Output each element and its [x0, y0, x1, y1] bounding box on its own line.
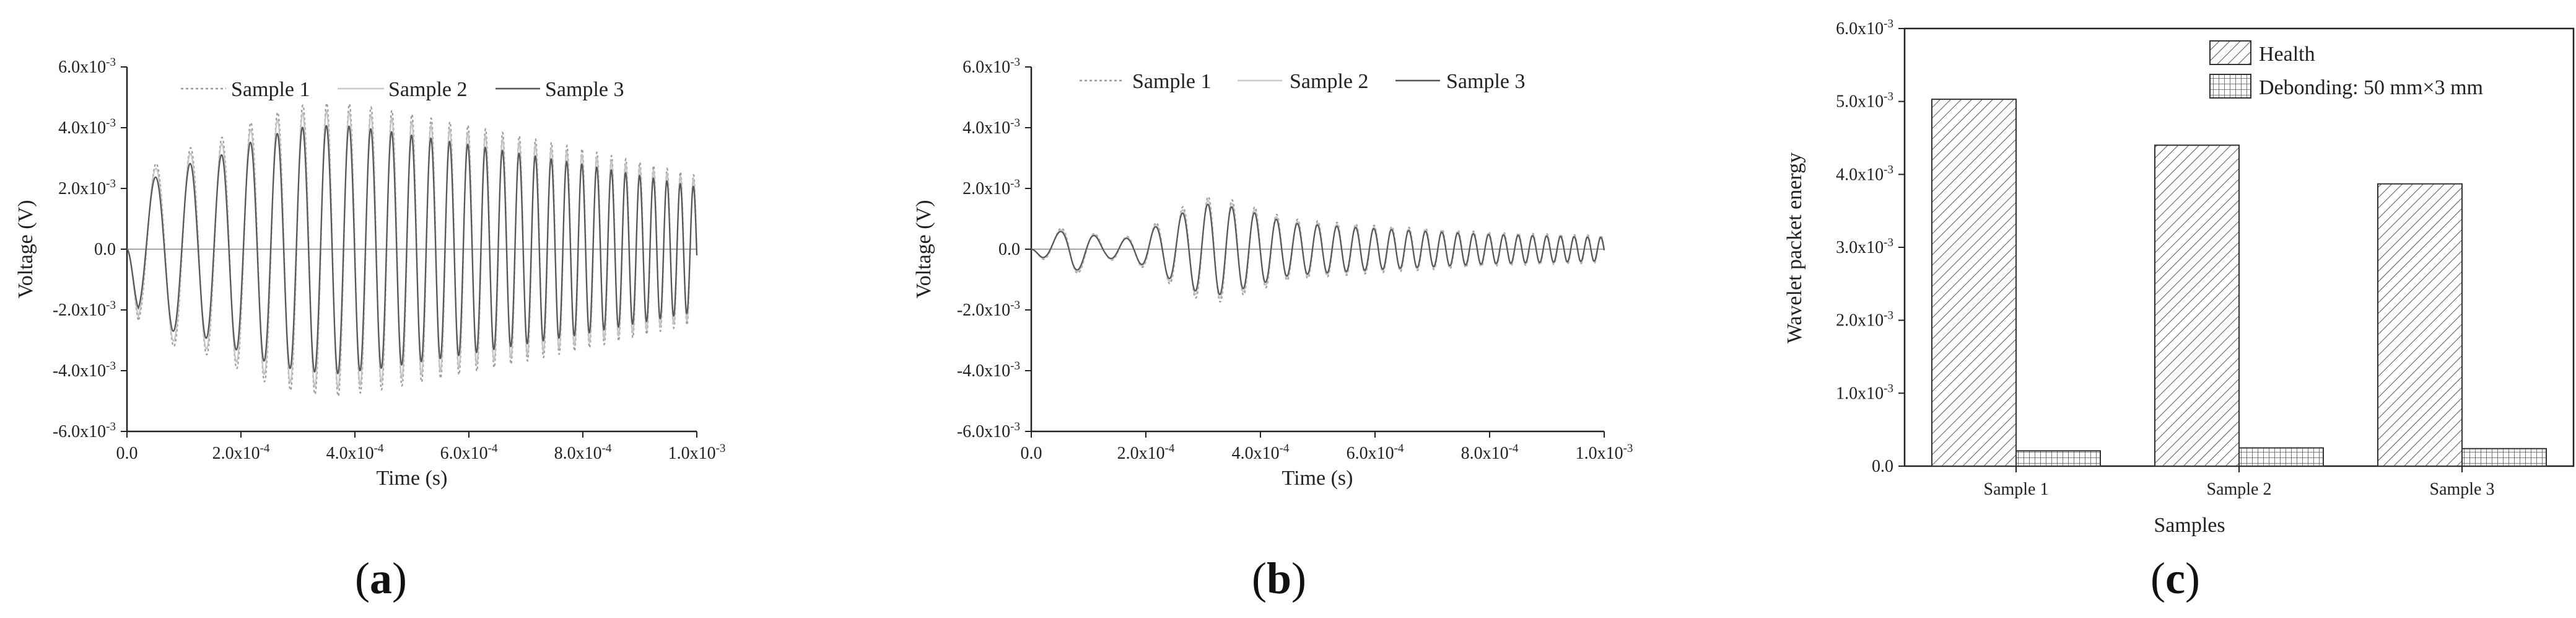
bar-health-sample-3 — [2377, 183, 2463, 467]
chart-a-x-tick-label: 0.0 — [116, 444, 138, 463]
bar-health-sample-1 — [1931, 99, 2017, 467]
chart-b-series-sample-3 — [1031, 203, 1605, 296]
legend-label-sample-3: Sample 3 — [545, 78, 624, 101]
chart-a-series — [126, 102, 698, 397]
chart-a-series-sample-3 — [126, 125, 698, 375]
chart-a-series-sample-1 — [126, 102, 698, 397]
chart-b-y-tick-label: -6.0x10-3 — [957, 420, 1020, 441]
legend-label-sample-2: Sample 2 — [1290, 70, 1368, 93]
chart-b-y-tick-label: 4.0x10-3 — [963, 117, 1020, 138]
panel-letter-b: b — [1267, 554, 1291, 603]
chart-b-y-tick-label: -2.0x10-3 — [957, 299, 1020, 320]
bar-health-sample-2 — [2154, 144, 2240, 467]
bar-debonding-sample-1 — [2015, 450, 2101, 467]
bar-debonding-sample-2 — [2238, 447, 2324, 467]
chart-c-x-tick-label: Sample 1 — [1984, 480, 2049, 499]
chart-b-x-tick-label: 2.0x10-4 — [1117, 442, 1175, 463]
panel-label-b: (b) — [1252, 554, 1306, 603]
chart-b-y-label: Voltage (V) — [912, 200, 935, 299]
chart-c-y-tick-label: 2.0x10-3 — [1836, 309, 1893, 330]
panel-label-a: (a) — [355, 554, 407, 603]
chart-a-x-tick-label: 6.0x10-4 — [440, 442, 498, 463]
chart-b-x-tick-label: 0.0 — [1021, 444, 1042, 463]
bar-debonding-sample-3 — [2461, 448, 2547, 467]
chart-a-y-label: Voltage (V) — [14, 200, 37, 299]
chart-c-x-tick-label: Sample 2 — [2207, 480, 2272, 499]
chart-c-x-label: Samples — [2154, 514, 2225, 537]
panel-letter-a: a — [370, 554, 392, 603]
chart-a-x-tick-label: 1.0x10-3 — [668, 442, 726, 463]
chart-b-y-ticks: 6.0x10-3 4.0x10-3 2.0x10-3 0.0 -2.0x10-3 -4.0… — [957, 56, 1031, 441]
chart-b-x-ticks: 0.0 2.0x10-4 4.0x10-4 6.0x10-4 8.0x10-4 1.0x1… — [1021, 431, 1633, 463]
chart-b-y-tick-label: -4.0x10-3 — [957, 360, 1020, 381]
chart-c-y-tick-label: 1.0x10-3 — [1836, 382, 1893, 403]
chart-b-y-tick-label: 2.0x10-3 — [963, 177, 1020, 198]
chart-a-x-tick-label: 8.0x10-4 — [554, 442, 612, 463]
legend-label-sample-2: Sample 2 — [388, 78, 467, 101]
chart-c-bars — [1931, 99, 2547, 467]
legend-swatch-health — [2209, 40, 2251, 65]
chart-c: 0.0 1.0x10-3 2.0x10-3 3.0x10-3 4.0x10-3 5.0x1… — [1783, 17, 2575, 603]
chart-b-x-tick-label: 8.0x10-4 — [1461, 442, 1519, 463]
chart-a-y-tick-label: 2.0x10-3 — [58, 177, 116, 198]
panel-letter-c: c — [2165, 554, 2185, 603]
chart-a-y-tick-label: -4.0x10-3 — [53, 360, 116, 381]
panel-label-c: (c) — [2150, 554, 2200, 603]
chart-b-x-label: Time (s) — [1282, 467, 1353, 490]
chart-a-x-label: Time (s) — [377, 467, 448, 490]
chart-b-x-tick-label: 1.0x10-3 — [1576, 442, 1633, 463]
chart-b-series — [1031, 196, 1605, 303]
chart-b-y-tick-label: 0.0 — [998, 240, 1020, 259]
chart-a-y-tick-label: 4.0x10-3 — [58, 117, 116, 138]
chart-c-y-label: Wavelet packet energy — [1783, 152, 1806, 343]
chart-a-y-tick-label: 0.0 — [94, 240, 116, 259]
chart-c-y-tick-label: 0.0 — [1872, 457, 1893, 476]
legend-label-sample-3: Sample 3 — [1446, 70, 1525, 93]
chart-b-x-tick-label: 4.0x10-4 — [1232, 442, 1290, 463]
chart-c-y-tick-label: 4.0x10-3 — [1836, 163, 1893, 184]
chart-b: 6.0x10-3 4.0x10-3 2.0x10-3 0.0 -2.0x10-3 -4.0… — [912, 56, 1633, 603]
chart-a-y-tick-label: -6.0x10-3 — [53, 420, 116, 441]
chart-b-x-tick-label: 6.0x10-4 — [1347, 442, 1404, 463]
chart-c-y-tick-label: 6.0x10-3 — [1836, 17, 1893, 38]
chart-b-legend: Sample 1 Sample 2 Sample 3 — [1080, 70, 1525, 93]
legend-label-health: Health — [2259, 43, 2315, 66]
chart-c-y-tick-label: 5.0x10-3 — [1836, 90, 1893, 112]
legend-label-sample-1: Sample 1 — [231, 78, 310, 101]
legend-swatch-debonding — [2209, 74, 2251, 99]
legend-label-sample-1: Sample 1 — [1132, 70, 1211, 93]
legend-label-debonding: Debonding: 50 mm×3 mm — [2259, 76, 2483, 99]
chart-c-x-ticks: Sample 1 Sample 2 Sample 3 — [1984, 466, 2495, 499]
chart-a-x-tick-label: 2.0x10-4 — [212, 442, 270, 463]
chart-a-x-ticks: 0.0 2.0x10-4 4.0x10-4 6.0x10-4 8.0x10-4 1.0x1… — [116, 431, 726, 463]
chart-c-x-tick-label: Sample 3 — [2430, 480, 2495, 499]
chart-a-y-tick-label: -2.0x10-3 — [53, 299, 116, 320]
chart-c-y-tick-label: 3.0x10-3 — [1836, 236, 1893, 257]
chart-a: 6.0x10-3 4.0x10-3 2.0x10-3 0.0 -2.0x10-3 -4.0… — [14, 56, 725, 603]
chart-b-y-tick-label: 6.0x10-3 — [963, 56, 1020, 77]
chart-a-legend: Sample 1 Sample 2 Sample 3 — [181, 78, 624, 101]
chart-a-x-tick-label: 4.0x10-4 — [326, 442, 384, 463]
chart-c-legend: Health Debonding: 50 mm×3 mm — [2209, 40, 2483, 99]
chart-c-y-ticks: 0.0 1.0x10-3 2.0x10-3 3.0x10-3 4.0x10-3 5.0x1… — [1836, 17, 1905, 476]
chart-a-y-ticks: 6.0x10-3 4.0x10-3 2.0x10-3 0.0 -2.0x10-3 -4.0… — [53, 56, 127, 441]
chart-a-y-tick-label: 6.0x10-3 — [58, 56, 116, 77]
